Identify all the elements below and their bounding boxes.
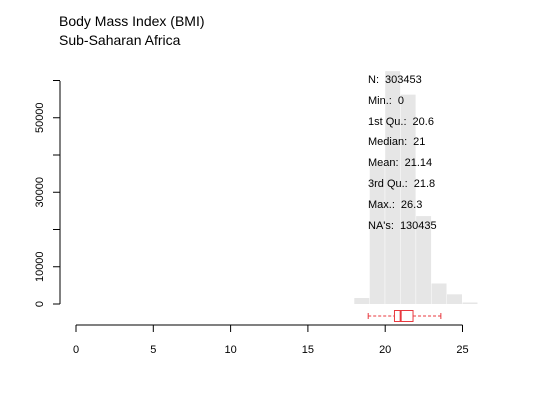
histogram-bar [463,303,478,304]
stat-value: 130435 [400,216,437,237]
stat-value: 0 [398,91,404,112]
y-tick-label: 10000 [34,251,46,282]
stat-q3: 3rd Qu.: 21.8 [368,174,437,195]
histogram-bar [432,284,447,304]
stat-value: 20.6 [413,112,434,133]
stat-value: 21 [413,132,425,153]
stat-q1: 1st Qu.: 20.6 [368,112,437,133]
histogram-bar [354,298,369,304]
chart-title: Body Mass Index (BMI) [59,12,205,30]
stat-label: Min.: [368,91,392,112]
stat-median: Median: 21 [368,132,437,153]
stat-value: 21.8 [414,174,435,195]
stat-label: 1st Qu.: [368,112,407,133]
y-tick-label: 0 [34,301,46,307]
stat-mean: Mean: 21.14 [368,153,437,174]
stat-label: Median: [368,132,407,153]
x-tick-label: 20 [379,344,391,356]
stat-label: Max.: [368,195,395,216]
histogram-bar [447,294,462,304]
stat-label: N: [368,70,379,91]
chart-subtitle: Sub-Saharan Africa [59,31,180,49]
y-tick-label: 50000 [34,102,46,133]
boxplot-box [394,311,413,322]
stat-min: Min.: 0 [368,91,437,112]
y-tick-label: 30000 [34,177,46,208]
stat-value: 21.14 [405,153,433,174]
stat-value: 26.3 [401,195,422,216]
x-tick-label: 5 [150,344,156,356]
stat-label: Mean: [368,153,399,174]
x-tick-label: 0 [73,344,79,356]
stat-label: NA's: [368,216,394,237]
stat-value: 303453 [385,70,422,91]
x-tick-label: 25 [456,344,468,356]
x-tick-label: 10 [224,344,236,356]
stat-na: NA's: 130435 [368,216,437,237]
x-tick-label: 15 [302,344,314,356]
stat-label: 3rd Qu.: [368,174,408,195]
summary-stats: N: 303453 Min.: 0 1st Qu.: 20.6 Median: 21 M… [368,70,437,236]
stat-n: N: 303453 [368,70,437,91]
stat-max: Max.: 26.3 [368,195,437,216]
